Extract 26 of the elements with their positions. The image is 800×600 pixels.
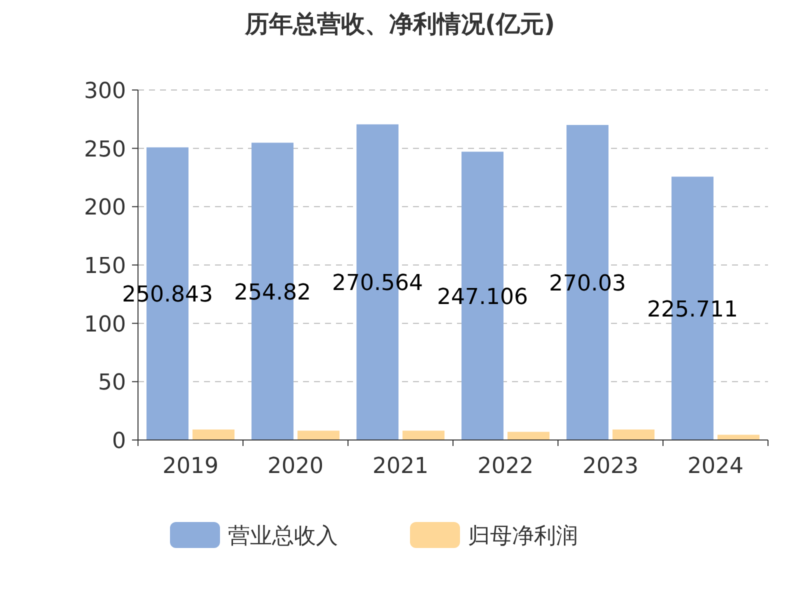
bar [612, 430, 654, 440]
x-tick-label: 2020 [268, 454, 324, 479]
y-tick-label: 150 [84, 254, 126, 279]
data-label: 247.106 [437, 284, 528, 310]
y-tick-label: 50 [98, 370, 126, 396]
legend-label: 归母净利润 [468, 524, 578, 549]
x-tick-label: 2022 [478, 454, 534, 479]
bar [192, 430, 234, 440]
data-label: 270.03 [549, 271, 626, 296]
legend-label: 营业总收入 [228, 524, 338, 549]
data-label: 254.82 [234, 280, 311, 306]
y-tick-label: 100 [84, 312, 126, 338]
x-tick-label: 2019 [162, 454, 218, 479]
x-tick-label: 2021 [372, 454, 428, 479]
y-tick-label: 300 [84, 79, 126, 104]
bar [402, 430, 444, 440]
y-tick-label: 0 [112, 429, 126, 454]
x-tick-label: 2024 [688, 454, 744, 479]
chart-title: 历年总营收、净利情况(亿元) [244, 10, 555, 38]
bar [298, 430, 340, 440]
y-tick-label: 250 [84, 137, 126, 162]
data-label: 270.564 [332, 271, 423, 296]
x-tick-label: 2023 [582, 454, 638, 479]
data-label: 225.711 [647, 297, 738, 322]
bar [508, 432, 550, 440]
y-tick-label: 200 [84, 196, 126, 221]
